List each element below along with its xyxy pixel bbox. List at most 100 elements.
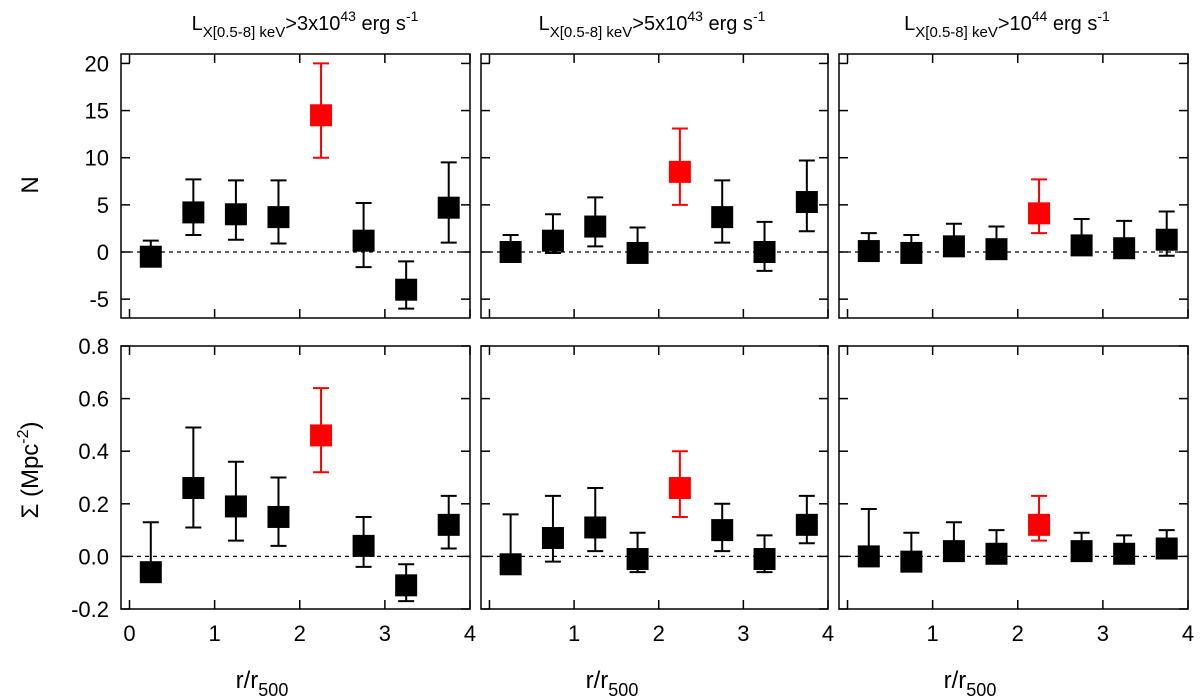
data-point — [499, 513, 522, 576]
point-marker — [1028, 202, 1051, 225]
point-marker — [267, 206, 290, 229]
panel-N-3 — [838, 53, 1189, 319]
point-marker — [985, 542, 1008, 565]
point-marker — [437, 513, 460, 536]
point-marker — [541, 229, 564, 252]
plot-frame — [480, 53, 829, 319]
data-point — [584, 196, 607, 248]
y-tick-label: -5 — [89, 287, 109, 312]
point-marker — [395, 278, 418, 301]
data-point — [857, 508, 880, 568]
point-marker — [942, 235, 965, 258]
point-marker — [753, 548, 776, 571]
data-point — [541, 494, 564, 563]
point-marker — [711, 206, 734, 229]
point-marker — [1070, 540, 1093, 563]
data-point — [267, 476, 290, 547]
highlighted-data-point — [668, 450, 691, 518]
y-tick-label: 0.4 — [78, 439, 109, 464]
x-tick-label: 1 — [927, 621, 939, 646]
data-point — [711, 502, 734, 553]
data-point — [753, 220, 776, 272]
point-marker — [942, 540, 965, 563]
x-tick-label: 4 — [464, 621, 476, 646]
highlighted-data-point — [1028, 494, 1051, 542]
data-point — [224, 179, 247, 241]
y-tick-label: 0.2 — [78, 492, 109, 517]
panel-S-2: 1 2 3 4 — [480, 345, 834, 646]
x-tick-label: 1 — [209, 621, 221, 646]
panels: -5 0 5 10 15 20 -0.2 0.0 0.2 0.4 0.6 0.8 0 1 2 3 4 1 2 3 4 1 2… — [71, 51, 1194, 646]
x-tick-label: 2 — [653, 621, 665, 646]
point-marker — [1155, 228, 1178, 251]
point-marker — [352, 229, 375, 252]
y-tick-label: 0.0 — [78, 544, 109, 569]
data-point — [499, 234, 522, 263]
data-point — [942, 222, 965, 258]
data-point — [584, 487, 607, 553]
data-point — [182, 426, 205, 529]
point-marker — [1070, 234, 1093, 257]
data-point — [857, 232, 880, 263]
point-marker — [584, 215, 607, 238]
data-point — [753, 534, 776, 574]
point-marker — [668, 477, 691, 500]
point-marker — [1155, 537, 1178, 560]
point-marker — [857, 240, 880, 263]
x-tick-label: 1 — [568, 621, 580, 646]
data-point — [437, 161, 460, 244]
data-point — [795, 159, 818, 233]
x-axis-label-3: r/r500 — [944, 667, 997, 699]
point-marker — [541, 526, 564, 549]
data-point — [352, 201, 375, 269]
point-marker — [224, 203, 247, 226]
x-tick-label: 2 — [294, 621, 306, 646]
point-marker — [584, 516, 607, 539]
data-point — [795, 494, 818, 545]
data-point — [437, 494, 460, 550]
data-point — [395, 563, 418, 603]
y-tick-label: 0 — [97, 240, 109, 265]
y-tick-label: 15 — [85, 99, 109, 124]
plot-frame — [480, 345, 829, 610]
y-tick-label: 10 — [85, 146, 109, 171]
x-axis-label-1: r/r500 — [236, 667, 289, 699]
y-tick-label: 0.6 — [78, 387, 109, 412]
data-point — [1155, 210, 1178, 257]
data-point — [1155, 529, 1178, 560]
data-point — [711, 179, 734, 244]
data-point — [1070, 531, 1093, 563]
point-marker — [753, 241, 776, 263]
point-marker — [352, 534, 375, 557]
point-marker — [795, 191, 818, 214]
highlighted-data-point — [1028, 178, 1051, 235]
point-marker — [1113, 542, 1136, 565]
point-marker — [985, 238, 1008, 261]
data-point — [139, 239, 162, 268]
x-tick-label: 3 — [1097, 621, 1109, 646]
plot-frame — [120, 345, 471, 610]
data-point — [395, 260, 418, 310]
point-marker — [224, 495, 247, 518]
data-point — [224, 460, 247, 542]
panel-N-2 — [480, 53, 829, 319]
column-title-3: LX[0.5-8] keV>1044 erg s-1 — [904, 8, 1110, 41]
highlighted-data-point — [310, 387, 333, 474]
x-tick-label: 0 — [123, 621, 135, 646]
point-marker — [310, 424, 333, 447]
data-point — [626, 226, 649, 264]
y-axis-label-top: N — [17, 176, 44, 193]
data-point — [182, 178, 205, 237]
highlighted-data-point — [668, 127, 691, 206]
panel-S-1: -0.2 0.0 0.2 0.4 0.6 0.8 0 1 2 3 4 — [71, 334, 476, 646]
data-point — [1113, 219, 1136, 260]
x-tick-label: 4 — [1182, 621, 1194, 646]
point-marker — [499, 553, 522, 576]
plot-frame — [838, 53, 1189, 319]
y-axis-label-bottom: Σ (Mpc-2) — [15, 421, 44, 518]
y-tick-label: 5 — [97, 193, 109, 218]
plot-frame — [838, 345, 1189, 610]
point-marker — [626, 548, 649, 571]
x-tick-label: 3 — [379, 621, 391, 646]
highlighted-data-point — [310, 62, 333, 159]
